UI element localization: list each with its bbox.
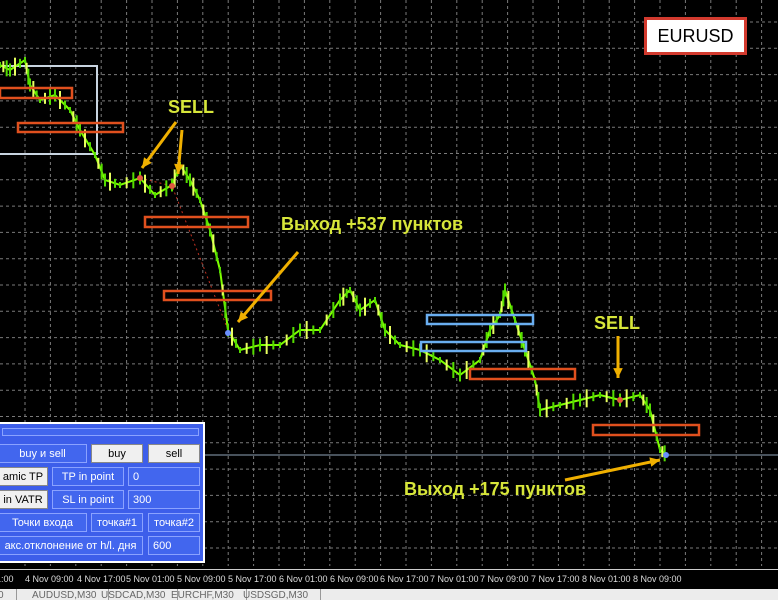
analysis-rectangle xyxy=(0,65,98,155)
time-axis: 1:004 Nov 09:004 Nov 17:005 Nov 01:005 N… xyxy=(0,569,778,590)
exit-marker xyxy=(663,452,669,458)
point1-button[interactable]: точка#1 xyxy=(91,513,143,532)
time-tick-label: 5 Nov 01:00 xyxy=(126,574,175,584)
time-tick-label: 7 Nov 17:00 xyxy=(531,574,580,584)
sell-button[interactable]: sell xyxy=(148,444,200,463)
exit-label: Выход +537 пунктов xyxy=(281,214,464,234)
time-tick-label: 6 Nov 01:00 xyxy=(279,574,328,584)
time-tick-label: 7 Nov 01:00 xyxy=(430,574,479,584)
sl-tp-level-box xyxy=(162,289,273,302)
sl-tp-level-box xyxy=(143,215,250,229)
symbol-label: EURUSD xyxy=(644,17,747,55)
exit-label: Выход +175 пунктов xyxy=(404,479,587,499)
trade-panel: buy и sell buy sell amic TP TP in point … xyxy=(0,422,205,563)
time-tick-label: 1:00 xyxy=(0,574,14,584)
sl-tp-level-box xyxy=(16,121,125,134)
chart-tabs: 0 AUDUSD,M30 USDCAD,M30 EURCHF,M30 USDSGD,M3… xyxy=(0,589,778,600)
level-boxes xyxy=(0,86,701,437)
sl-tp-level-box xyxy=(468,367,577,381)
exit-marker xyxy=(225,330,231,336)
sl-vatr-button[interactable]: in VATR xyxy=(0,490,48,509)
sl-input[interactable]: 300 xyxy=(128,490,200,509)
entry-marker xyxy=(169,183,175,189)
time-tick-label: 5 Nov 17:00 xyxy=(228,574,277,584)
chart-tab[interactable]: EURCHF,M30 xyxy=(159,589,247,600)
annotation-arrows xyxy=(140,121,661,482)
time-tick-label: 6 Nov 17:00 xyxy=(380,574,429,584)
time-tick-label: 4 Nov 17:00 xyxy=(77,574,126,584)
arrow-head xyxy=(613,368,623,378)
sl-label: SL in point xyxy=(52,490,124,509)
chart-tab[interactable]: AUDUSD,M30 xyxy=(20,589,110,600)
panel-header xyxy=(2,428,199,436)
entry-marker xyxy=(617,397,623,403)
level-box-blue xyxy=(425,313,535,326)
time-tick-label: 5 Nov 09:00 xyxy=(177,574,226,584)
tp-label: TP in point xyxy=(52,467,124,486)
point2-button[interactable]: точка#2 xyxy=(148,513,200,532)
level-box-blue xyxy=(419,340,528,353)
price-line xyxy=(0,58,668,456)
arrow-head xyxy=(238,311,249,322)
entry-marker xyxy=(137,175,143,181)
entry-points-button[interactable]: Точки входа xyxy=(0,513,87,532)
arrow-head xyxy=(649,457,660,467)
time-tick-label: 8 Nov 09:00 xyxy=(633,574,682,584)
time-tick-label: 8 Nov 01:00 xyxy=(582,574,631,584)
time-tick-label: 4 Nov 09:00 xyxy=(25,574,74,584)
sl-tp-level-box xyxy=(591,423,701,437)
trade-line xyxy=(139,177,229,331)
sl-tp-level-box xyxy=(0,86,74,100)
buy-button[interactable]: buy xyxy=(91,444,143,463)
time-tick-label: 7 Nov 09:00 xyxy=(480,574,529,584)
chart-tab[interactable]: USDSGD,M30 xyxy=(231,589,322,600)
buy-and-sell-button[interactable]: buy и sell xyxy=(0,444,87,463)
arrow-head xyxy=(174,163,184,174)
max-deviation-input[interactable]: 600 xyxy=(148,536,200,555)
arrow xyxy=(564,458,661,482)
chart-tab[interactable]: USDCAD,M30 xyxy=(89,589,179,600)
sell-label: SELL xyxy=(594,313,641,333)
arrow xyxy=(236,251,300,323)
sell-label: SELL xyxy=(168,97,215,117)
arrow-head xyxy=(142,157,152,168)
max-deviation-label: акс.отклонение от h/l. дня xyxy=(0,536,143,555)
time-tick-label: 6 Nov 09:00 xyxy=(330,574,379,584)
dynamic-tp-button[interactable]: amic TP xyxy=(0,467,48,486)
chart-tab[interactable]: 0 xyxy=(0,589,17,600)
tp-input[interactable]: 0 xyxy=(128,467,200,486)
